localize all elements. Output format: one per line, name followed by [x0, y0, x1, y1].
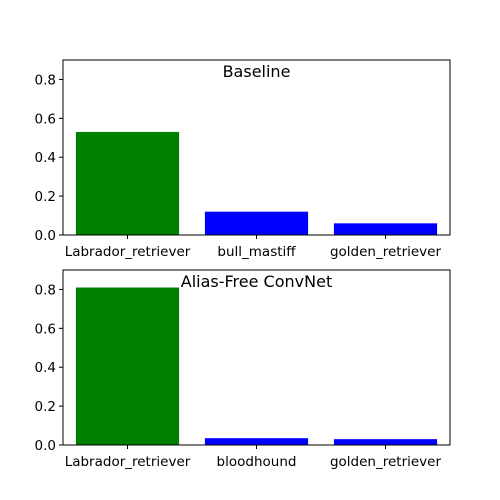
x-tick-label: golden_retriever — [330, 454, 442, 470]
bar-labrador-retriever — [75, 287, 180, 445]
x-tick-label: bull_mastiff — [217, 244, 296, 260]
bar-golden-retriever — [333, 223, 438, 235]
x-tick-label: golden_retriever — [330, 244, 442, 260]
x-tick-label: bloodhound — [217, 454, 297, 470]
y-tick-label: 0.4 — [35, 150, 56, 166]
chart-title: Baseline — [223, 62, 291, 81]
y-tick-label: 0.2 — [35, 399, 56, 415]
x-tick-label: Labrador_retriever — [65, 244, 191, 260]
x-tick-label: Labrador_retriever — [65, 454, 191, 470]
alias-free-convnet-chart: 0.0 0.2 0.4 0.6 0.8 Labrador_retriever bloodho… — [35, 269, 451, 470]
baseline-chart: 0.0 0.2 0.4 0.6 0.8 Labrador_retriever bull_ma… — [35, 59, 451, 260]
y-tick-label: 0.8 — [35, 282, 56, 298]
y-tick-label: 0.0 — [35, 228, 56, 244]
y-tick-label: 0.0 — [35, 438, 56, 454]
chart-title: Alias-Free ConvNet — [181, 272, 332, 291]
bar-bull-mastiff — [204, 211, 309, 235]
y-tick-label: 0.6 — [35, 321, 56, 337]
bar-golden-retriever — [333, 439, 438, 445]
bar-labrador-retriever — [75, 131, 180, 235]
y-tick-label: 0.8 — [35, 72, 56, 88]
y-tick-label: 0.2 — [35, 189, 56, 205]
y-tick-label: 0.4 — [35, 360, 56, 376]
bar-bloodhound — [204, 438, 309, 445]
y-tick-label: 0.6 — [35, 111, 56, 127]
